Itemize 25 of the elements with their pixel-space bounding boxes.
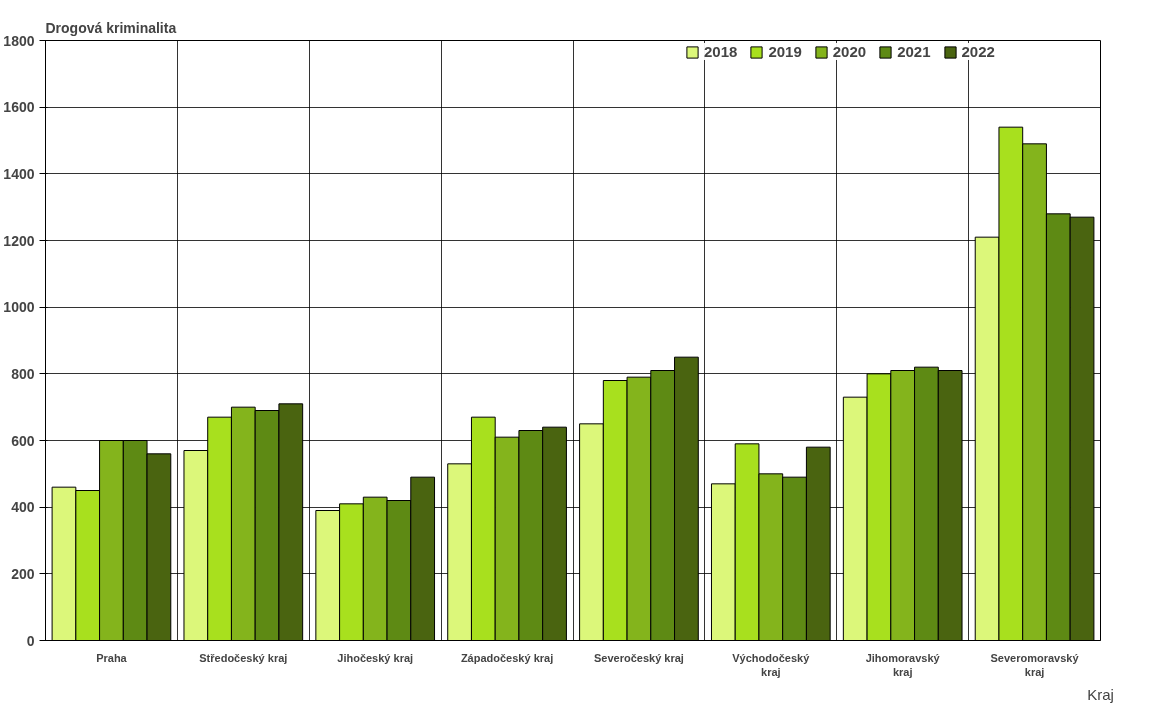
chart-title: Drogová kriminalita	[45, 19, 177, 36]
y-tick-label: 400	[11, 499, 35, 516]
y-tick-label: 600	[11, 432, 35, 449]
x-tick-label: Severočeský kraj	[593, 651, 684, 664]
x-tick-label: Severomoravský kraj	[990, 651, 1080, 678]
legend-label: 2020	[832, 43, 867, 60]
x-tick-label: Východočeský kraj	[732, 651, 811, 678]
y-tick-label: 1000	[3, 299, 35, 316]
y-tick-label: 0	[26, 632, 35, 649]
y-tick-label: 800	[11, 365, 35, 382]
x-tick-label: Jihomoravský kraj	[865, 651, 941, 678]
legend-label: 2021	[897, 43, 931, 60]
y-tick-label: 1200	[3, 232, 35, 249]
y-tick-label: 1800	[3, 32, 35, 49]
y-tick-label: 200	[11, 565, 35, 582]
y-tick-label: 1400	[3, 165, 35, 182]
legend-label: 2019	[768, 43, 802, 60]
x-tick-label: Praha	[96, 651, 128, 664]
y-tick-label: 1600	[3, 99, 35, 116]
x-tick-label: Jihočeský kraj	[337, 651, 414, 664]
x-axis-title: Kraj	[1087, 685, 1114, 703]
legend-label: 2018	[704, 43, 738, 60]
x-tick-label: Středočeský kraj	[199, 651, 288, 664]
legend-label: 2022	[961, 43, 995, 60]
x-tick-label: Západočeský kraj	[460, 651, 554, 664]
